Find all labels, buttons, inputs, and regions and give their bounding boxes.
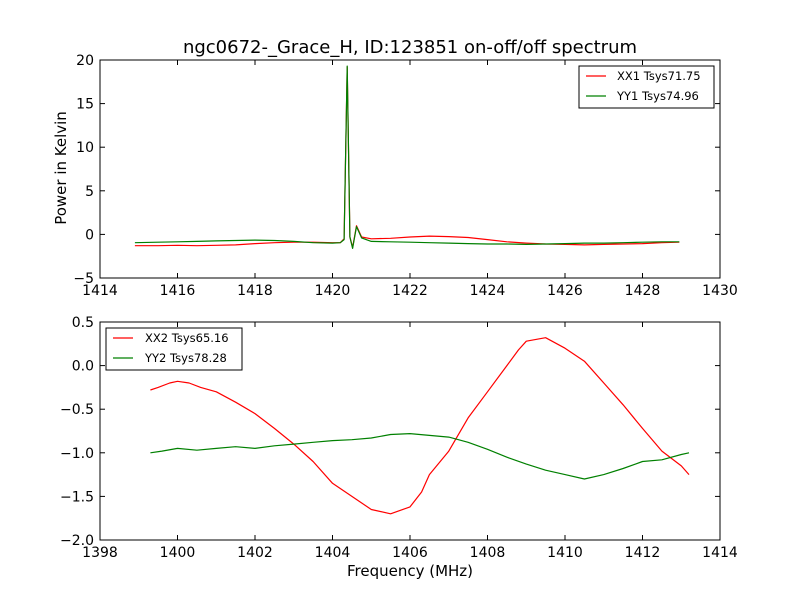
top-x-tick-label: 1428 [625,283,661,299]
top-y-tick-label: 20 [76,53,94,69]
bottom-x-tick-label: 1408 [470,545,506,561]
top-y-tick-label: 10 [76,140,94,156]
top-legend-box [578,65,715,109]
top-spectrum-panel: ngc0672-_Grace_H, ID:123851 on-off/off s… [52,37,738,299]
top-y-axis-label: Power in Kelvin [52,111,70,225]
top-x-tick-label: 1422 [392,283,428,299]
bottom-y-tick-label: −1.5 [60,489,94,505]
bottom-plot-frame [99,321,721,541]
bottom-x-tick-label: 1400 [160,545,196,561]
top-x-tick-label: 1430 [702,283,738,299]
top-x-tick-label: 1426 [547,283,583,299]
bottom-y-tick-label: 0.0 [72,359,94,375]
bottom-legend-xx2-label: XX2 Tsys65.16 [145,331,229,345]
top-legend-xx1-label: XX1 Tsys71.75 [617,69,701,83]
top-series-line-1 [134,65,680,249]
bottom-legend-yy2-label: YY2 Tsys78.28 [144,351,227,365]
top-y-tick-label: −5 [73,271,94,287]
top-chart-title: ngc0672-_Grace_H, ID:123851 on-off/off s… [183,37,637,58]
bottom-x-tick-label: 1410 [547,545,583,561]
top-y-tick-label: 15 [76,97,94,113]
top-x-tick-label: 1424 [470,283,506,299]
bottom-x-tick-label: 1404 [315,545,351,561]
top-x-tick-label: 1414 [82,283,118,299]
top-legend: XX1 Tsys71.75 YY1 Tsys74.96 [578,65,715,109]
bottom-legend-box [105,327,243,371]
bottom-series-line-0 [150,337,690,515]
bottom-x-tick-label: 1398 [82,545,118,561]
bottom-x-tick-label: 1402 [237,545,273,561]
top-y-tick-label: 0 [85,227,94,243]
bottom-legend: XX2 Tsys65.16 YY2 Tsys78.28 [105,327,243,371]
top-plot-frame [99,59,721,279]
top-x-tick-label: 1416 [160,283,196,299]
top-x-tick-label: 1420 [315,283,351,299]
bottom-y-tick-label: −2.0 [60,533,94,549]
top-legend-yy1-label: YY1 Tsys74.96 [616,89,699,103]
bottom-x-tick-label: 1414 [702,545,738,561]
bottom-y-tick-label: −1.0 [60,446,94,462]
top-x-tick-label: 1418 [237,283,273,299]
top-y-tick-label: 5 [85,184,94,200]
bottom-x-axis-label: Frequency (MHz) [347,562,473,580]
bottom-y-tick-label: 0.5 [72,315,94,331]
bottom-series-line-1 [150,433,690,480]
bottom-y-tick-label: −0.5 [60,402,94,418]
bottom-x-tick-label: 1406 [392,545,428,561]
bottom-x-tick-label: 1412 [625,545,661,561]
bottom-spectrum-panel: Frequency (MHz) 1398 1400 1402 1404 1406 1408… [60,315,738,580]
